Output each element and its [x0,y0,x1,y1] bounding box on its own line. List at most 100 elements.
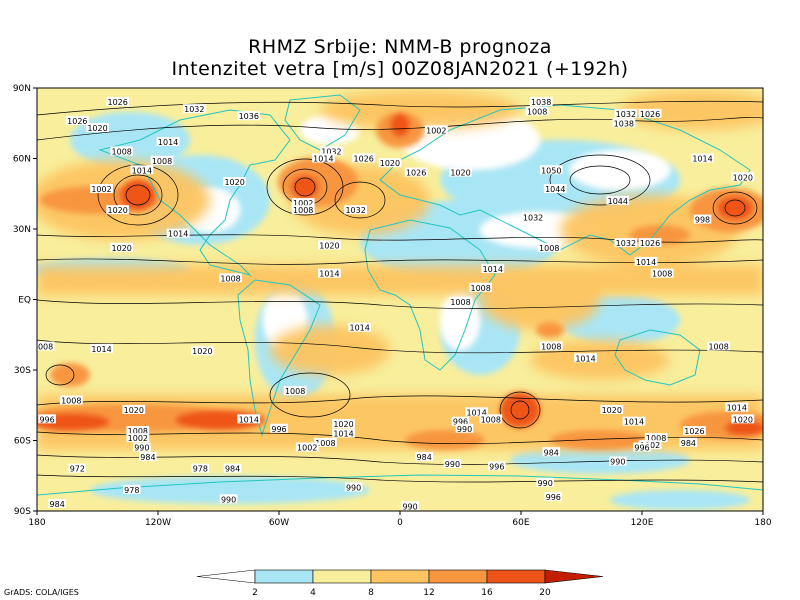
isobar-label: 984 [50,500,65,509]
isobar-label-bg [544,491,563,501]
isobar-label-bg [86,122,109,132]
south-america-outline [237,279,321,437]
isobar-label-bg [609,456,627,466]
isobar-label-bg [318,240,341,250]
isobar-label: 1044 [608,197,628,206]
isobar-label-bg [219,494,238,504]
isobar-label: 1014 [91,345,111,354]
isobar-label: 1032 [184,105,204,114]
isobar-label-bg [606,195,630,205]
lon-tick-label: 0 [397,518,403,528]
isobar-label-bg [542,447,561,457]
isobar-label: 990 [457,425,472,434]
isobar-label: 1008 [112,147,132,156]
isobar-label: 996 [271,425,286,434]
isobar-label: 1008 [539,244,559,253]
isobar-label: 1008 [128,427,148,436]
isobar-label-bg [126,433,150,443]
lat-tick-label: 60S [14,437,31,447]
isobar-label: 1008 [61,397,81,406]
isobar-label-bg [378,158,402,168]
longitude-axis: 180 120W 60W 0 60E 120E 180 [28,511,772,528]
isobar-label-bg [291,198,315,208]
isobar-label-bg [481,263,505,273]
australia-outline [614,329,701,386]
isobar-label-bg [614,238,638,248]
isobar-label-bg [679,437,698,447]
isobar-label: 1008 [315,439,335,448]
lat-tick-label: 60N [13,155,31,165]
isobar-label-bg [633,442,651,452]
isobar-label: 1014 [239,415,259,424]
isobar-label: 1020 [450,169,470,178]
isobar-label-bg [348,322,372,332]
isobar-label: 1020 [192,347,212,356]
isobar-label-bg [401,501,419,511]
isobar-label-bg [529,97,553,107]
isobar-label: 1008 [220,274,240,283]
greenland-outline [284,94,361,151]
colorbar-segment [428,569,488,584]
isobar-label-bg [634,256,658,266]
isobar-label: 1020 [380,159,400,168]
isobar-label-bg [68,463,87,473]
isobar-label: 1008 [481,415,501,424]
isobar-label-bg [59,395,83,405]
isobar-label-bg [404,167,428,177]
isobar-label: 1026 [67,117,87,126]
lon-tick-label: 60E [512,518,529,528]
colorbar-tick-label: 20 [539,588,551,598]
isobar-label-bg [525,106,549,116]
isobar-label: 1014 [466,408,486,417]
isobar-label: 1044 [545,185,565,194]
isobar-label-bg [295,442,319,452]
isobar-label-bg [488,461,506,471]
isobar-label-bg [622,416,646,426]
map-subtitle: Intenzitet vetra [m/s] 00Z08JAN2021 (+19… [171,58,629,80]
isobar-labels: 1026103210361026102010141008100810141002… [37,97,755,511]
isobar-label-bg [537,242,561,252]
isobar-label: 984 [225,465,240,474]
isobar-label: 1008 [470,284,490,293]
isobar-label: 1020 [333,420,353,429]
isobar-label-bg [465,407,489,417]
isobar-label-bg [725,402,749,412]
isobar-label: 996 [489,462,504,471]
isobar-label: 1020 [319,241,339,250]
isobar-label: 1014 [349,324,369,333]
latitude-axis: 90N 60N 30N EQ 30S 60S 90S [13,84,37,517]
isobar-label-bg [182,104,206,114]
isobar-label-bg [424,125,448,135]
isobar-label-bg [612,118,636,128]
isobar-label: 1014 [624,418,644,427]
isobar-label-bg [283,386,307,396]
isobar-label-bg [48,498,66,508]
isobar-label-bg [166,228,190,238]
isobar-label: 1014 [636,258,656,267]
isobar-label-bg [223,463,242,473]
colorbar-tick-label: 8 [368,588,374,598]
isobar-label: 1014 [692,155,712,164]
isobar-label: 1020 [107,206,127,215]
colorbar-segment [370,569,430,584]
isobar-label: 1002 [91,185,111,194]
colorbar-tick-label: 16 [481,588,493,598]
isobar-label: 1014 [575,354,595,363]
isobar-label-bg [110,146,134,156]
isobar-label-bg [237,414,261,424]
lon-tick-label: 120E [631,518,654,528]
isobar-label: 984 [140,453,155,462]
isobar-label-bg [614,108,638,118]
isobar-label: 1032 [345,206,365,215]
isobar-label-bg [313,437,337,447]
lat-tick-label: 30S [14,366,31,376]
continent-outlines [37,94,763,496]
isobar-label: 1008 [152,157,172,166]
isobar-label: 1038 [531,98,551,107]
isobar-label: 996 [453,418,468,427]
isobar-label-bg [318,268,341,278]
isobar-label-bg [536,477,554,487]
isobar-label-bg [443,459,462,468]
colorbar-segment [254,569,314,584]
isobar-label-bg [191,463,210,473]
